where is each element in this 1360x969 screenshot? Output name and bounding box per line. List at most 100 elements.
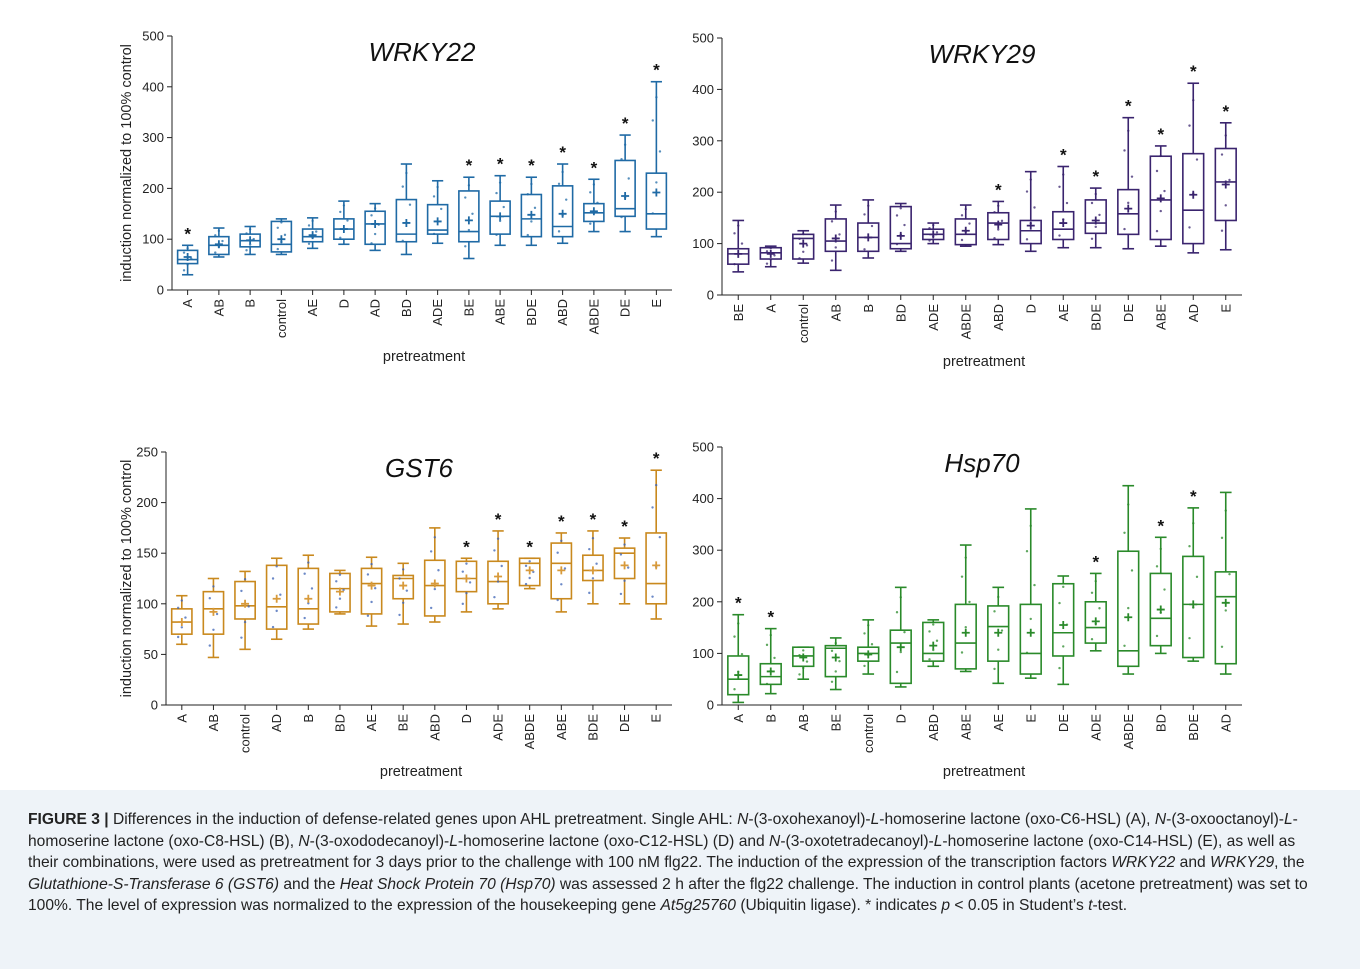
replicate-point [964,556,967,559]
significance-asterisk: * [463,537,470,556]
x-tick-label: DE [1121,304,1136,322]
caption-segment: L [1283,811,1293,828]
replicate-point [212,585,215,588]
replicate-point [960,214,964,217]
replicate-point [960,651,964,654]
replicate-point [1123,644,1126,647]
mean-marker [367,581,376,590]
replicate-point [530,220,533,223]
replicate-point [373,207,377,210]
replicate-point [1188,545,1191,548]
x-tick-label: D [336,299,351,308]
box-abe: ABE * [489,155,511,325]
x-tick-label: BE [731,304,746,322]
replicate-point [1192,98,1195,102]
box-d: D [889,586,912,723]
box-de: DE * [613,517,636,732]
x-tick-label: control [796,304,811,343]
replicate-point [903,630,906,634]
replicate-point [651,506,654,509]
y-tick-label: 0 [707,288,714,303]
replicate-point [208,644,211,647]
replicate-point [1195,575,1199,579]
box-abde: ABDE * [583,158,605,334]
significance-asterisk: * [1190,487,1197,506]
chart-title: WRKY22 [369,37,476,67]
x-tick-label: ABD [991,304,1006,331]
x-tick-label: BD [893,304,908,322]
mean-marker [994,220,1003,229]
mean-marker [209,607,218,616]
box-iqr [1084,600,1107,644]
replicate-point [556,598,559,602]
x-tick-label: BDE [524,299,539,326]
x-tick-label: B [243,299,258,308]
x-tick-label: D [893,714,908,723]
caption-segment: < 0.05 in Student’s [950,897,1089,915]
replicate-point [186,247,189,250]
replicate-point [928,239,931,242]
mean-marker [464,216,473,225]
box-be: BE * [458,156,480,316]
replicate-point [271,625,275,629]
mean-marker [177,618,186,627]
replicate-point [467,184,471,187]
caption-segment: WRKY22 [1111,854,1176,872]
replicate-point [655,96,658,99]
replicate-point [830,680,834,683]
replicate-point [342,204,346,207]
x-tick-label: control [238,714,253,753]
replicate-point [620,215,623,219]
box-be: BE [392,562,415,731]
replicate-point [303,572,306,575]
mean-marker [1156,194,1165,203]
replicate-point [280,221,283,224]
replicate-point [190,257,193,260]
mean-marker [652,561,661,570]
replicate-point [740,652,744,656]
replicate-point [303,616,306,620]
replicate-point [275,565,278,568]
replicate-point [465,562,468,565]
box-iqr [520,193,543,238]
box-control: control [792,229,815,343]
box-iqr [489,200,511,235]
replicate-point [740,242,744,245]
replicate-point [863,632,866,635]
box-ab: AB [824,204,847,321]
replicate-point [221,239,224,243]
replicate-point [1188,636,1191,640]
box-a: A* [176,224,199,308]
replicate-point [932,223,935,227]
replicate-point [1025,238,1029,241]
replicate-point [496,537,500,540]
y-axis-label: induction normalized to 100% control [119,460,135,698]
mean-marker [1026,221,1035,230]
replicate-point [1159,154,1162,158]
box-iqr [759,662,782,686]
caption-segment: -homoserine lactone (oxo-C8-HSL) (B), [28,811,1298,850]
x-tick-label: ABDE [958,304,973,340]
replicate-point [1029,617,1032,621]
replicate-point [805,660,809,663]
box-iqr [551,185,574,238]
replicate-point [464,245,467,248]
replicate-point [471,212,474,215]
replicate-point [928,658,931,661]
box-control: control [857,619,880,753]
caption-segment: L [870,811,880,828]
replicate-point [651,595,654,598]
significance-asterisk: * [621,517,628,536]
replicate-point [370,562,373,566]
x-tick-label: DE [618,299,633,317]
x-tick-label: E [1218,304,1233,313]
replicate-point [1025,550,1029,553]
mean-marker [961,226,970,235]
box-abd: ABD [922,619,945,741]
replicate-point [500,564,503,568]
x-axis-label: pretreatment [380,764,462,780]
x-tick-label: B [861,304,876,313]
box-iqr [395,198,418,243]
box-iqr [455,560,478,593]
